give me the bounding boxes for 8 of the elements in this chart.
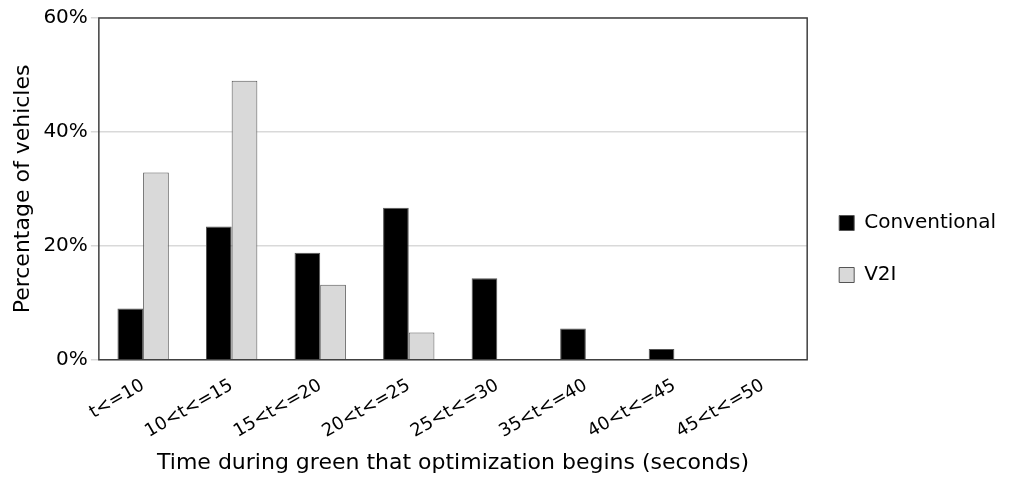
- y-axis-title: Percentage of vehicles: [8, 64, 34, 314]
- x-axis-title: Time during green that optimization begins (seconds): [156, 448, 749, 474]
- y-tick-label: 0%: [56, 346, 88, 371]
- legend-label: V2I: [864, 261, 897, 286]
- y-tick-label: 60%: [43, 4, 88, 29]
- y-tick-label: 40%: [43, 118, 88, 143]
- legend-label: Conventional: [864, 209, 997, 234]
- y-tick-label: 20%: [43, 232, 88, 257]
